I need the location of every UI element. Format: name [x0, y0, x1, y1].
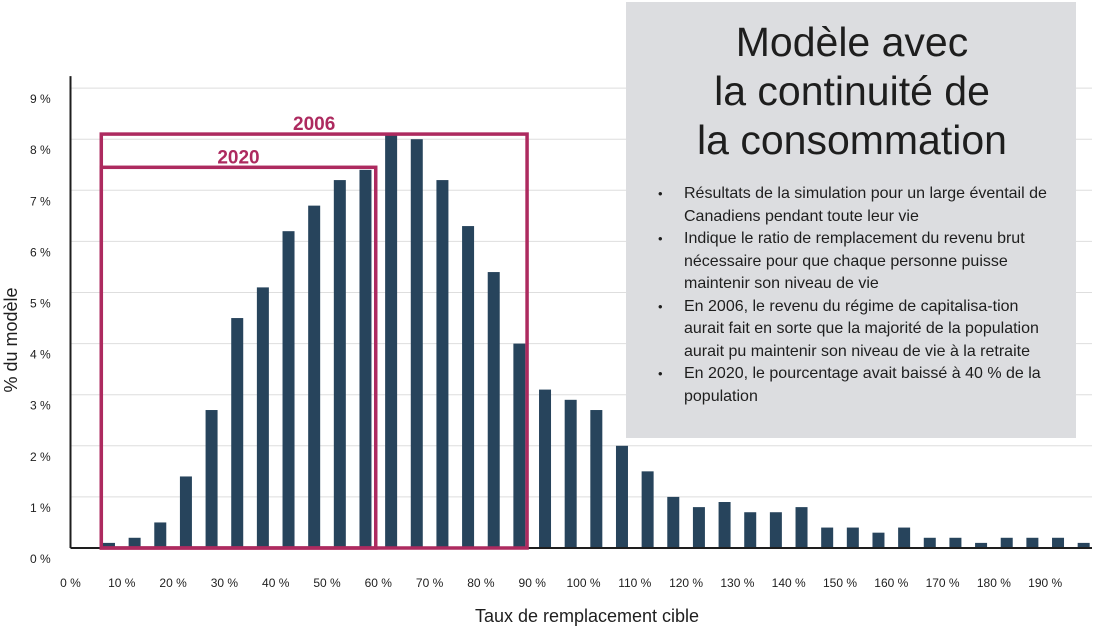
bar: [1052, 537, 1065, 548]
bar: [1000, 537, 1013, 548]
bar: [872, 532, 885, 548]
y-tick-label: 7 %: [30, 194, 51, 208]
y-tick-label: 3 %: [30, 399, 51, 413]
info-bullet: Indique le ratio de remplacement du reve…: [652, 228, 1052, 296]
x-tick-label: 90 %: [519, 576, 547, 590]
bar: [898, 527, 911, 548]
y-tick-label: 1 %: [30, 501, 51, 515]
x-tick-label: 60 %: [365, 576, 393, 590]
bar: [718, 502, 731, 548]
x-tick-label: 110 %: [618, 576, 651, 590]
bar: [975, 542, 988, 548]
x-tick-label: 140 %: [772, 576, 806, 590]
x-tick-label: 100 %: [566, 576, 600, 590]
x-tick-label: 70 %: [416, 576, 444, 590]
x-tick-label: 0 %: [60, 576, 81, 590]
bar: [641, 471, 654, 548]
x-tick-label: 170 %: [926, 576, 960, 590]
bar: [231, 318, 244, 548]
bar: [667, 496, 680, 548]
bar: [692, 507, 705, 548]
info-bullet: En 2020, le pourcentage avait baissé à 4…: [652, 363, 1052, 408]
y-tick-labels: 0 % 1 % 2 % 3 % 4 % 5 % 6 % 7 % 8 % 9 %: [30, 92, 51, 566]
bar: [1077, 542, 1090, 548]
bar: [846, 527, 859, 548]
bar: [769, 512, 782, 548]
x-tick-label: 120 %: [669, 576, 703, 590]
bar: [564, 399, 577, 548]
year-box-label: 2020: [217, 147, 259, 168]
bar: [205, 410, 218, 548]
y-tick-label: 4 %: [30, 348, 51, 362]
bar: [949, 537, 962, 548]
info-bullet: Résultats de la simulation pour un large…: [652, 183, 1052, 228]
bar: [436, 180, 449, 548]
bar: [615, 445, 628, 548]
y-tick-label: 9 %: [30, 92, 51, 106]
x-tick-label: 40 %: [262, 576, 290, 590]
bar: [308, 205, 321, 548]
info-title-line-1: Modèle avec: [735, 19, 969, 65]
y-tick-label: 0 %: [30, 552, 51, 566]
x-tick-label: 130 %: [720, 576, 754, 590]
bar: [513, 343, 526, 548]
x-tick-label: 190 %: [1028, 576, 1062, 590]
bar: [410, 139, 423, 548]
bar: [102, 542, 115, 548]
bars: [102, 134, 1090, 549]
x-tick-label: 180 %: [977, 576, 1011, 590]
x-tick-label: 150 %: [823, 576, 857, 590]
bar: [154, 522, 167, 548]
info-bullet: En 2006, le revenu du régime de capitali…: [652, 296, 1052, 364]
y-tick-label: 8 %: [30, 143, 51, 157]
year-box-2020: [99, 165, 378, 550]
info-box: Modèle avec la continuité de la consomma…: [626, 2, 1076, 438]
bar: [539, 389, 552, 548]
year-range-boxes: 2006 2020: [99, 114, 529, 550]
bar: [128, 537, 141, 548]
bar: [744, 512, 757, 548]
x-tick-label: 160 %: [874, 576, 908, 590]
bar: [590, 410, 603, 548]
y-axis-title: % du modèle: [1, 287, 21, 392]
bar: [821, 527, 834, 548]
x-tick-label: 20 %: [159, 576, 187, 590]
bar: [179, 476, 192, 548]
bar: [385, 134, 398, 548]
info-title-line-2: la continuité de: [714, 68, 990, 114]
y-tick-label: 2 %: [30, 450, 51, 464]
x-tick-labels: 0 % 10 % 20 % 30 % 40 % 50 % 60 % 70 % 80 % 90 % 1…: [60, 576, 1062, 590]
info-title-line-3: la consommation: [697, 117, 1007, 163]
x-axis-title: Taux de remplacement cible: [475, 606, 699, 626]
y-tick-label: 6 %: [30, 245, 51, 259]
bar: [923, 537, 936, 548]
bar: [282, 231, 295, 548]
bar: [487, 272, 500, 548]
x-tick-label: 30 %: [211, 576, 239, 590]
bar: [256, 287, 269, 548]
x-tick-label: 50 %: [313, 576, 341, 590]
year-box-label: 2006: [293, 114, 335, 135]
x-tick-label: 80 %: [467, 576, 495, 590]
bar: [462, 226, 475, 548]
x-tick-label: 10 %: [108, 576, 136, 590]
y-tick-label: 5 %: [30, 297, 51, 311]
bar: [1026, 537, 1039, 548]
bar: [359, 169, 372, 549]
bar: [333, 180, 346, 548]
info-bullets: Résultats de la simulation pour un large…: [652, 183, 1052, 408]
info-title: Modèle avec la continuité de la consomma…: [652, 18, 1052, 165]
bar: [795, 507, 808, 548]
